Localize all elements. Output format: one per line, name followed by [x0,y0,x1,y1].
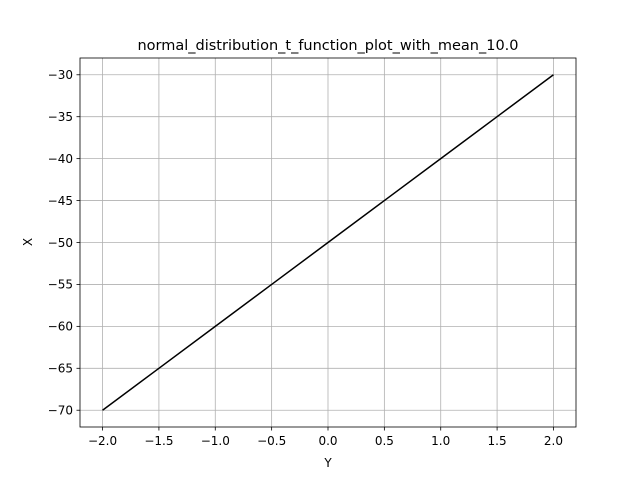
y-tick-label: −50 [48,236,73,250]
y-tick-label: −30 [48,68,73,82]
y-axis-label: X [21,238,35,246]
series-line [102,74,554,411]
y-tick-label: −40 [48,152,73,166]
x-axis-label: Y [323,456,332,470]
y-tick-label: −35 [48,110,73,124]
x-tick-label: −2.0 [88,434,117,448]
x-tick-label: −0.5 [257,434,286,448]
data-series [102,74,554,411]
y-tick-label: −45 [48,194,73,208]
chart-title: normal_distribution_t_function_plot_with… [137,38,518,54]
x-tick-label: 1.0 [431,434,450,448]
x-tick-label: −1.5 [144,434,173,448]
x-tick-label: −1.0 [201,434,230,448]
y-tick-label: −70 [48,404,73,418]
y-tick-label: −65 [48,362,73,376]
x-tick-label: 0.5 [375,434,394,448]
x-axis-ticks: −2.0 −1.5 −1.0 −0.5 0.0 0.5 1.0 1.5 2.0 [88,427,563,448]
x-tick-label: 0.0 [318,434,337,448]
y-tick-label: −55 [48,278,73,292]
x-tick-label: 1.5 [488,434,507,448]
x-tick-label: 2.0 [544,434,563,448]
y-axis-ticks: −70 −65 −60 −55 −50 −45 −40 −35 −30 [48,68,80,418]
y-tick-label: −60 [48,320,73,334]
